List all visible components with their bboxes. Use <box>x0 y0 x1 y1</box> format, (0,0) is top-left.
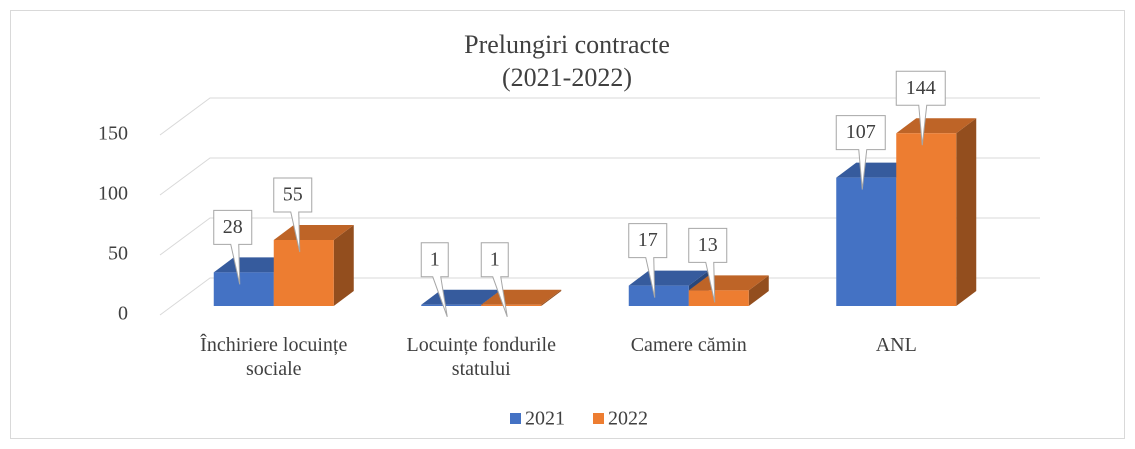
x-tick-label: Închiriere locuințe sociale <box>200 334 348 380</box>
legend-swatch <box>510 413 521 424</box>
legend-swatch <box>593 413 604 424</box>
data-label-box <box>628 223 668 298</box>
grid-line <box>159 217 1040 256</box>
bar <box>273 225 354 306</box>
x-tick-label: ANL <box>875 334 917 356</box>
data-label-box <box>273 177 313 253</box>
data-label-box <box>835 115 886 190</box>
data-label: 28 <box>223 216 243 238</box>
y-tick-label: 50 <box>108 243 128 265</box>
grid-line <box>159 157 1040 196</box>
bar <box>688 275 769 306</box>
x-tick-label: Camere cămin <box>630 334 747 356</box>
data-label-box <box>895 70 946 146</box>
data-label: 55 <box>283 184 303 206</box>
data-label-box <box>688 227 728 303</box>
data-label-box <box>480 242 509 317</box>
data-label-box <box>420 242 449 317</box>
legend-label: 2021 <box>525 408 565 430</box>
legend-label: 2022 <box>608 408 648 430</box>
grid-line <box>159 97 1040 136</box>
y-tick-label: 150 <box>98 123 128 145</box>
bar <box>896 118 977 306</box>
data-label-box <box>213 209 253 285</box>
chart-title: Prelungiri contracte <box>464 30 670 59</box>
y-tick-label: 0 <box>118 303 128 325</box>
data-label: 144 <box>906 77 936 99</box>
data-label: 17 <box>638 229 658 251</box>
chart-subtitle: (2021-2022) <box>502 63 632 92</box>
x-tick-label: Locuințe fondurile statului <box>406 334 556 380</box>
data-label: 1 <box>430 248 440 270</box>
data-label: 1 <box>490 248 500 270</box>
data-label: 107 <box>846 121 876 143</box>
data-label: 13 <box>698 234 718 256</box>
y-tick-label: 100 <box>98 183 128 205</box>
